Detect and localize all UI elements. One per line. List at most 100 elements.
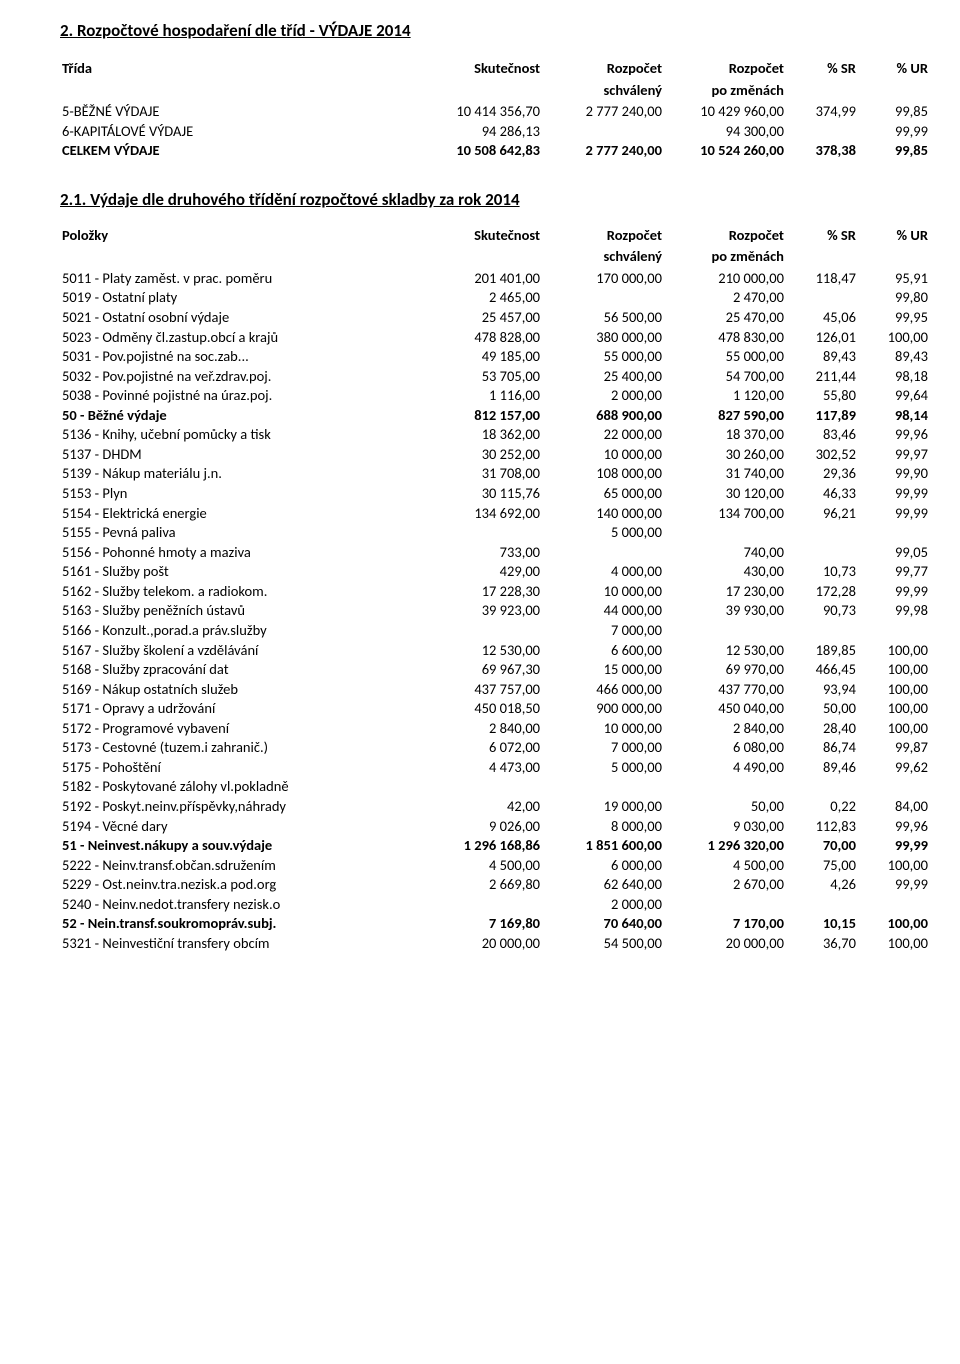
row-value: 19 000,00 bbox=[542, 797, 664, 817]
row-value: 54 700,00 bbox=[664, 367, 786, 387]
table-row: 5171 - Opravy a udržování450 018,50900 0… bbox=[60, 699, 930, 719]
row-value: 10 000,00 bbox=[542, 445, 664, 465]
row-label: 50 - Běžné výdaje bbox=[60, 406, 420, 426]
row-label: 5161 - Služby pošt bbox=[60, 562, 420, 582]
row-label: 5182 - Poskytované zálohy vl.pokladně bbox=[60, 777, 420, 797]
table-row: 5172 - Programové vybavení2 840,0010 000… bbox=[60, 719, 930, 739]
row-label: 5011 - Platy zaměst. v prac. poměru bbox=[60, 269, 420, 289]
row-value bbox=[420, 777, 542, 797]
hdr-skut: Skutečnost bbox=[420, 59, 542, 81]
row-value: 2 000,00 bbox=[542, 895, 664, 915]
row-value: 4 500,00 bbox=[420, 856, 542, 876]
row-label: 5155 - Pevná paliva bbox=[60, 523, 420, 543]
row-value bbox=[858, 777, 930, 797]
row-value: 94 300,00 bbox=[664, 122, 786, 142]
table-row: 5194 - Věcné dary9 026,008 000,009 030,0… bbox=[60, 817, 930, 837]
row-value: 5 000,00 bbox=[542, 758, 664, 778]
row-value: 7 170,00 bbox=[664, 914, 786, 934]
row-value: 12 530,00 bbox=[420, 641, 542, 661]
row-value: 10 000,00 bbox=[542, 582, 664, 602]
row-label: 5139 - Nákup materiálu j.n. bbox=[60, 464, 420, 484]
row-value: 99,90 bbox=[858, 464, 930, 484]
row-value: 100,00 bbox=[858, 914, 930, 934]
row-value: 93,94 bbox=[786, 680, 858, 700]
row-value: 478 830,00 bbox=[664, 328, 786, 348]
row-value: 30 120,00 bbox=[664, 484, 786, 504]
row-value: 9 030,00 bbox=[664, 817, 786, 837]
row-value: 46,33 bbox=[786, 484, 858, 504]
row-value bbox=[542, 288, 664, 308]
row-label: 5194 - Věcné dary bbox=[60, 817, 420, 837]
row-value: 2 465,00 bbox=[420, 288, 542, 308]
row-label: 5156 - Pohonné hmoty a maziva bbox=[60, 543, 420, 563]
row-value: 15 000,00 bbox=[542, 660, 664, 680]
row-label: CELKEM VÝDAJE bbox=[60, 141, 420, 161]
row-value: 170 000,00 bbox=[542, 269, 664, 289]
hdr-roz2a: Rozpočet bbox=[664, 226, 786, 248]
row-value: 100,00 bbox=[858, 934, 930, 954]
row-value: 99,99 bbox=[858, 484, 930, 504]
row-value: 100,00 bbox=[858, 856, 930, 876]
row-value: 99,62 bbox=[858, 758, 930, 778]
table-row: 5173 - Cestovné (tuzem.i zahranič.)6 072… bbox=[60, 738, 930, 758]
row-value: 100,00 bbox=[858, 660, 930, 680]
row-value: 740,00 bbox=[664, 543, 786, 563]
row-value: 100,00 bbox=[858, 680, 930, 700]
table-row: 5229 - Ost.neinv.tra.nezisk.a pod.org2 6… bbox=[60, 875, 930, 895]
section-title-1: 2. Rozpočtové hospodaření dle tříd - VÝD… bbox=[60, 20, 930, 43]
section-title-2: 2.1. Výdaje dle druhového třídění rozpoč… bbox=[60, 189, 930, 212]
row-value: 89,46 bbox=[786, 758, 858, 778]
row-value: 54 500,00 bbox=[542, 934, 664, 954]
row-value: 94 286,13 bbox=[420, 122, 542, 142]
row-value: 100,00 bbox=[858, 641, 930, 661]
row-label: 5172 - Programové vybavení bbox=[60, 719, 420, 739]
row-value: 99,96 bbox=[858, 817, 930, 837]
table-row: 52 - Nein.transf.soukromopráv.subj.7 169… bbox=[60, 914, 930, 934]
row-value: 7 000,00 bbox=[542, 738, 664, 758]
table-row: 50 - Běžné výdaje812 157,00688 900,00827… bbox=[60, 406, 930, 426]
row-value bbox=[786, 895, 858, 915]
table-row: 5011 - Platy zaměst. v prac. poměru201 4… bbox=[60, 269, 930, 289]
row-label: 5154 - Elektrická energie bbox=[60, 504, 420, 524]
row-value: 100,00 bbox=[858, 699, 930, 719]
row-label: 5038 - Povinné pojistné na úraz.poj. bbox=[60, 386, 420, 406]
row-label: 5021 - Ostatní osobní výdaje bbox=[60, 308, 420, 328]
row-value: 1 851 600,00 bbox=[542, 836, 664, 856]
row-value: 56 500,00 bbox=[542, 308, 664, 328]
row-value: 18 362,00 bbox=[420, 425, 542, 445]
row-value: 49 185,00 bbox=[420, 347, 542, 367]
row-label: 5192 - Poskyt.neinv.příspěvky,náhrady bbox=[60, 797, 420, 817]
table-row: 5156 - Pohonné hmoty a maziva733,00740,0… bbox=[60, 543, 930, 563]
row-value: 39 930,00 bbox=[664, 601, 786, 621]
table-row: 5031 - Pov.pojistné na soc.zab...49 185,… bbox=[60, 347, 930, 367]
row-label: 5162 - Služby telekom. a radiokom. bbox=[60, 582, 420, 602]
row-value bbox=[664, 621, 786, 641]
table-row: 5163 - Služby peněžních ústavů39 923,004… bbox=[60, 601, 930, 621]
row-value: 90,73 bbox=[786, 601, 858, 621]
row-value: 99,97 bbox=[858, 445, 930, 465]
row-value: 118,47 bbox=[786, 269, 858, 289]
row-value: 95,91 bbox=[858, 269, 930, 289]
hdr-label: Třída bbox=[60, 59, 420, 81]
table-row: 5137 - DHDM30 252,0010 000,0030 260,0030… bbox=[60, 445, 930, 465]
row-value: 2 840,00 bbox=[664, 719, 786, 739]
row-value bbox=[858, 523, 930, 543]
row-label: 5019 - Ostatní platy bbox=[60, 288, 420, 308]
row-value: 99,99 bbox=[858, 836, 930, 856]
row-value: 44 000,00 bbox=[542, 601, 664, 621]
row-value: 450 040,00 bbox=[664, 699, 786, 719]
row-value: 134 700,00 bbox=[664, 504, 786, 524]
row-label: 5321 - Neinvestiční transfery obcím bbox=[60, 934, 420, 954]
table-row: 5019 - Ostatní platy2 465,002 470,0099,8… bbox=[60, 288, 930, 308]
hdr-label: Položky bbox=[60, 226, 420, 248]
row-value bbox=[542, 122, 664, 142]
row-value: 108 000,00 bbox=[542, 464, 664, 484]
hdr-sr: % SR bbox=[786, 226, 858, 248]
row-value bbox=[664, 895, 786, 915]
row-value: 25 400,00 bbox=[542, 367, 664, 387]
row-value: 430,00 bbox=[664, 562, 786, 582]
row-value: 688 900,00 bbox=[542, 406, 664, 426]
row-value: 75,00 bbox=[786, 856, 858, 876]
row-value: 2 669,80 bbox=[420, 875, 542, 895]
hdr-sr: % SR bbox=[786, 59, 858, 81]
